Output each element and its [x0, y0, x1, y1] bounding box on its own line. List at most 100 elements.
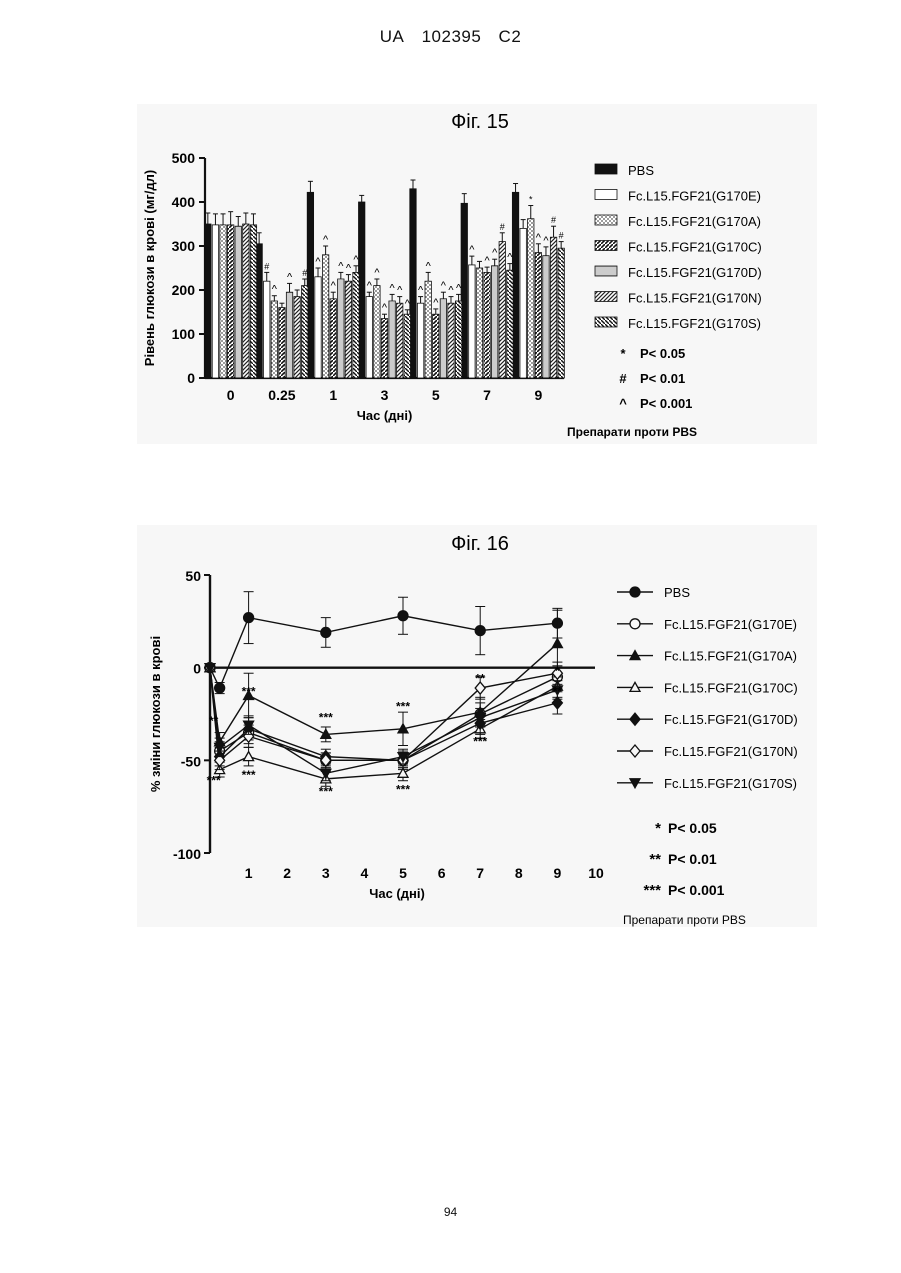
x-tick-label: 0.25: [268, 387, 295, 403]
significance-mark: ^: [287, 271, 293, 283]
significance-mark: ^: [405, 298, 411, 310]
significance-mark: *: [555, 664, 560, 678]
chart-title: Фіг. 15: [451, 111, 509, 133]
significance-mark: ^: [323, 234, 329, 246]
legend-swatch: [595, 164, 617, 174]
x-tick-label: 7: [483, 387, 491, 403]
x-tick-label: 0: [227, 387, 235, 403]
significance-mark: ***: [242, 768, 256, 782]
significance-mark: #: [559, 231, 564, 241]
x-tick-label: 3: [322, 865, 330, 881]
significance-mark: ^: [382, 302, 388, 314]
series-line: [210, 668, 557, 761]
significance-mark: ^: [469, 244, 475, 256]
significance-mark: ^: [390, 282, 396, 294]
x-tick-label: 6: [438, 865, 446, 881]
figure-16-chart: Фіг. 16500-50-10012345678910% зміни глюк…: [137, 525, 817, 927]
significance-symbol: *: [655, 820, 661, 837]
significance-label: P< 0.001: [668, 882, 725, 898]
bar: [476, 268, 482, 378]
bar: [550, 237, 556, 378]
bar: [279, 308, 285, 378]
significance-mark: ^: [346, 263, 352, 275]
data-point: [630, 587, 640, 597]
bar: [528, 219, 534, 378]
series-line: [210, 668, 557, 779]
significance-symbol: **: [649, 851, 661, 868]
bar: [389, 301, 395, 378]
data-point: [244, 613, 254, 623]
x-tick-label: 3: [381, 387, 389, 403]
bar: [264, 281, 270, 378]
doc-country: UA: [380, 27, 405, 46]
bar: [520, 228, 526, 378]
legend-swatch: [595, 241, 617, 251]
significance-mark: ^: [315, 256, 321, 268]
bar: [243, 224, 249, 378]
bar: [250, 225, 256, 378]
bar: [433, 314, 439, 378]
significance-mark: ^: [507, 252, 513, 264]
bar: [220, 225, 226, 378]
bar: [338, 279, 344, 378]
legend-label: Fc.L15.FGF21(G170S): [628, 316, 761, 331]
document-header: UA 102395 C2: [0, 27, 901, 47]
x-tick-label: 10: [588, 865, 604, 881]
x-tick-label: 9: [534, 387, 542, 403]
significance-mark: ***: [207, 773, 221, 787]
significance-mark: ***: [319, 785, 333, 799]
significance-mark: ^: [484, 255, 490, 267]
data-point: [321, 627, 331, 637]
significance-mark: ^: [418, 285, 424, 297]
bar: [543, 256, 549, 378]
bar: [397, 303, 403, 378]
bar: [491, 266, 497, 378]
bar: [302, 286, 308, 378]
legend-label: Fc.L15.FGF21(G170D): [664, 712, 798, 727]
x-tick-label: 9: [554, 865, 562, 881]
significance-label: P< 0.001: [640, 396, 692, 411]
bar: [484, 272, 490, 378]
significance-mark: ^: [331, 280, 337, 292]
bar: [212, 225, 218, 378]
doc-number: 102395: [422, 27, 482, 46]
bar: [440, 299, 446, 378]
y-tick-label: 300: [172, 238, 196, 254]
significance-label: P< 0.05: [668, 820, 717, 836]
significance-mark: #: [302, 268, 307, 278]
y-tick-label: 500: [172, 150, 196, 166]
chart-title: Фіг. 16: [451, 533, 509, 555]
bar: [425, 281, 431, 378]
legend-label: PBS: [628, 163, 654, 178]
significance-mark: #: [551, 215, 556, 225]
figure-16-panel: Фіг. 16500-50-10012345678910% зміни глюк…: [137, 525, 817, 927]
significance-mark: ***: [319, 710, 333, 724]
x-tick-label: 1: [245, 865, 253, 881]
bar: [345, 281, 351, 378]
bar: [507, 270, 513, 378]
bar: [404, 314, 410, 378]
x-tick-label: 5: [432, 387, 440, 403]
significance-mark: ^: [338, 260, 344, 272]
y-tick-label: 400: [172, 194, 196, 210]
significance-mark: #: [500, 222, 505, 232]
y-tick-label: 50: [185, 568, 201, 584]
x-tick-label: 7: [476, 865, 484, 881]
x-tick-label: 5: [399, 865, 407, 881]
significance-mark: ^: [397, 285, 403, 297]
bar: [315, 277, 321, 378]
bar: [235, 226, 241, 378]
comparison-note: Препарати проти PBS: [567, 425, 697, 439]
significance-symbol: ***: [643, 882, 661, 899]
legend-label: Fc.L15.FGF21(G170A): [664, 649, 797, 664]
significance-mark: ***: [473, 735, 487, 749]
legend-label: PBS: [664, 585, 690, 600]
significance-mark: ^: [374, 267, 380, 279]
significance-mark: ^: [353, 254, 359, 266]
y-tick-label: -50: [181, 753, 201, 769]
bar: [469, 265, 475, 378]
page-number: 94: [0, 1205, 901, 1219]
bar: [271, 301, 277, 378]
bar: [417, 303, 423, 378]
significance-mark: **: [553, 684, 563, 698]
